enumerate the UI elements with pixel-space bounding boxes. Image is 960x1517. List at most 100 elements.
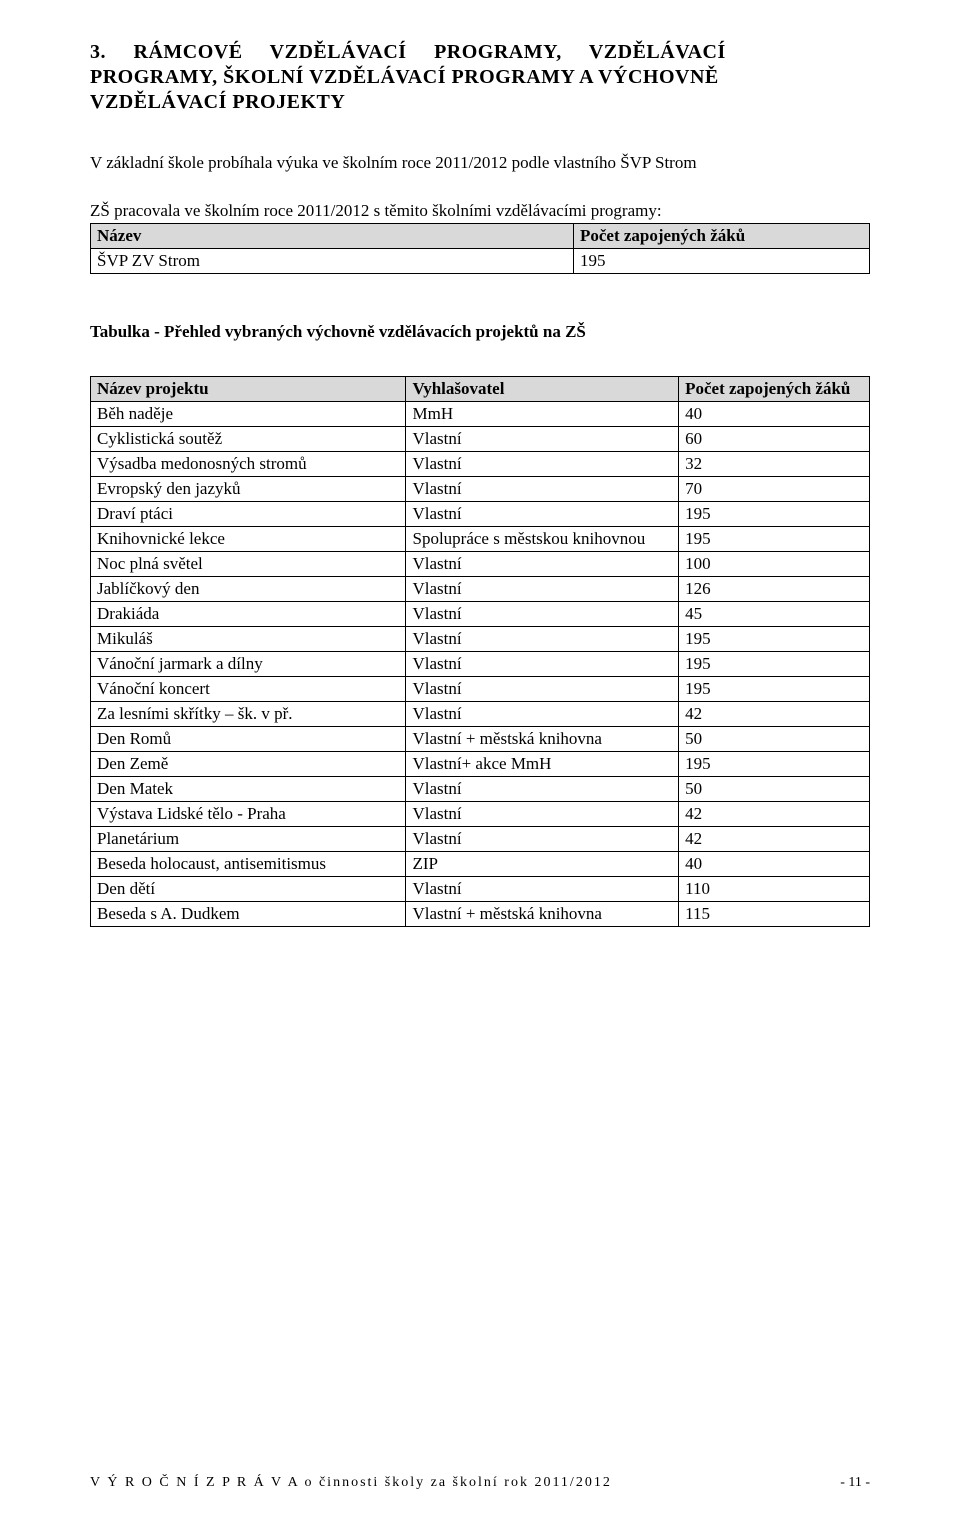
projects-table-cell-organizer: Vlastní [406, 677, 679, 702]
projects-table-cell-count: 40 [679, 402, 870, 427]
projects-table-cell-count: 42 [679, 827, 870, 852]
projects-subheading: Tabulka - Přehled vybraných výchovně vzd… [90, 322, 870, 342]
projects-table-cell-name: Za lesními skřítky – šk. v př. [91, 702, 406, 727]
projects-table-cell-organizer: Vlastní + městská knihovna [406, 727, 679, 752]
projects-table-cell-count: 50 [679, 777, 870, 802]
projects-table-cell-name: Běh naděje [91, 402, 406, 427]
projects-table-header-name: Název projektu [91, 377, 406, 402]
projects-table-cell-name: Draví ptáci [91, 502, 406, 527]
projects-table-cell-name: Cyklistická soutěž [91, 427, 406, 452]
projects-table-cell-name: Den Země [91, 752, 406, 777]
table-row: Běh nadějeMmH40 [91, 402, 870, 427]
projects-table-cell-count: 195 [679, 502, 870, 527]
table-row: Za lesními skřítky – šk. v př.Vlastní42 [91, 702, 870, 727]
projects-table-cell-count: 42 [679, 802, 870, 827]
projects-table-cell-name: Planetárium [91, 827, 406, 852]
projects-table-header-organizer: Vyhlašovatel [406, 377, 679, 402]
projects-table-cell-name: Noc plná světel [91, 552, 406, 577]
table-row: Noc plná světelVlastní100 [91, 552, 870, 577]
heading-line-2: PROGRAMY, ŠKOLNÍ VZDĚLÁVACÍ PROGRAMY A V… [90, 65, 870, 90]
projects-table-cell-organizer: Vlastní [406, 602, 679, 627]
table-row: Cyklistická soutěžVlastní60 [91, 427, 870, 452]
projects-table-cell-count: 195 [679, 652, 870, 677]
programs-table-header-count: Počet zapojených žáků [573, 224, 869, 249]
projects-table-cell-name: Den dětí [91, 877, 406, 902]
table-header-row: Název Počet zapojených žáků [91, 224, 870, 249]
projects-table-cell-count: 195 [679, 527, 870, 552]
projects-table-cell-organizer: Vlastní [406, 577, 679, 602]
table-header-row: Název projektu Vyhlašovatel Počet zapoje… [91, 377, 870, 402]
projects-table-cell-name: Drakiáda [91, 602, 406, 627]
projects-table-cell-name: Den Romů [91, 727, 406, 752]
projects-table-cell-count: 40 [679, 852, 870, 877]
projects-table-cell-organizer: Vlastní+ akce MmH [406, 752, 679, 777]
projects-table-cell-name: Beseda s A. Dudkem [91, 902, 406, 927]
projects-table-cell-name: Vánoční koncert [91, 677, 406, 702]
projects-table-cell-count: 32 [679, 452, 870, 477]
projects-table-cell-count: 195 [679, 677, 870, 702]
table-row: Draví ptáciVlastní195 [91, 502, 870, 527]
table-row: Vánoční koncertVlastní195 [91, 677, 870, 702]
projects-table-cell-count: 60 [679, 427, 870, 452]
projects-table-header-count: Počet zapojených žáků [679, 377, 870, 402]
intro-paragraph-1: V základní škole probíhala výuka ve škol… [90, 153, 870, 173]
projects-table-cell-organizer: Vlastní [406, 702, 679, 727]
table-row: Knihovnické lekceSpolupráce s městskou k… [91, 527, 870, 552]
projects-table-cell-name: Výsadba medonosných stromů [91, 452, 406, 477]
projects-table-cell-organizer: Vlastní [406, 552, 679, 577]
projects-table-cell-count: 115 [679, 902, 870, 927]
projects-table-cell-count: 195 [679, 627, 870, 652]
projects-table-cell-name: Beseda holocaust, antisemitismus [91, 852, 406, 877]
table-row: Vánoční jarmark a dílnyVlastní195 [91, 652, 870, 677]
heading-line-1: 3. RÁMCOVÉ VZDĚLÁVACÍ PROGRAMY, VZDĚLÁVA… [90, 40, 870, 65]
projects-table-cell-organizer: Vlastní [406, 452, 679, 477]
table-row: Evropský den jazykůVlastní70 [91, 477, 870, 502]
table-row: DrakiádaVlastní45 [91, 602, 870, 627]
projects-table-cell-name: Evropský den jazyků [91, 477, 406, 502]
projects-table-cell-count: 195 [679, 752, 870, 777]
programs-table-header-name: Název [91, 224, 574, 249]
projects-table-cell-organizer: Vlastní [406, 427, 679, 452]
page: 3. RÁMCOVÉ VZDĚLÁVACÍ PROGRAMY, VZDĚLÁVA… [0, 0, 960, 1517]
projects-table-cell-name: Mikuláš [91, 627, 406, 652]
projects-table-cell-organizer: ZIP [406, 852, 679, 877]
projects-table-cell-count: 42 [679, 702, 870, 727]
projects-table-cell-organizer: Vlastní [406, 502, 679, 527]
projects-table-cell-name: Den Matek [91, 777, 406, 802]
projects-table-cell-count: 126 [679, 577, 870, 602]
table-row: Beseda holocaust, antisemitismusZIP40 [91, 852, 870, 877]
table-row: MikulášVlastní195 [91, 627, 870, 652]
projects-table-cell-organizer: Vlastní [406, 652, 679, 677]
programs-table-cell-name: ŠVP ZV Strom [91, 249, 574, 274]
programs-table: Název Počet zapojených žáků ŠVP ZV Strom… [90, 223, 870, 274]
heading-line-3: VZDĚLÁVACÍ PROJEKTY [90, 90, 870, 115]
projects-table-cell-organizer: Spolupráce s městskou knihovnou [406, 527, 679, 552]
table-row: Den RomůVlastní + městská knihovna50 [91, 727, 870, 752]
footer-page-number: - 11 - [840, 1475, 870, 1491]
projects-table-cell-count: 50 [679, 727, 870, 752]
projects-table-cell-organizer: MmH [406, 402, 679, 427]
projects-table-cell-count: 100 [679, 552, 870, 577]
projects-table-cell-organizer: Vlastní [406, 477, 679, 502]
projects-table-cell-count: 110 [679, 877, 870, 902]
projects-table: Název projektu Vyhlašovatel Počet zapoje… [90, 376, 870, 927]
intro-paragraph-2: ZŠ pracovala ve školním roce 2011/2012 s… [90, 201, 870, 221]
page-footer: V Ý R O Č N Í Z P R Á V A o činnosti ško… [90, 1475, 870, 1491]
table-row: PlanetáriumVlastní42 [91, 827, 870, 852]
table-row: Den MatekVlastní50 [91, 777, 870, 802]
projects-table-cell-organizer: Vlastní [406, 802, 679, 827]
projects-table-cell-organizer: Vlastní [406, 777, 679, 802]
table-row: Den dětíVlastní110 [91, 877, 870, 902]
section-heading: 3. RÁMCOVÉ VZDĚLÁVACÍ PROGRAMY, VZDĚLÁVA… [90, 40, 870, 115]
table-row: Výstava Lidské tělo - PrahaVlastní42 [91, 802, 870, 827]
projects-table-cell-count: 45 [679, 602, 870, 627]
projects-table-cell-name: Knihovnické lekce [91, 527, 406, 552]
projects-table-cell-organizer: Vlastní [406, 827, 679, 852]
projects-table-cell-organizer: Vlastní [406, 877, 679, 902]
table-row: Výsadba medonosných stromůVlastní32 [91, 452, 870, 477]
table-row: Beseda s A. DudkemVlastní + městská knih… [91, 902, 870, 927]
projects-table-cell-name: Jablíčkový den [91, 577, 406, 602]
projects-table-cell-organizer: Vlastní + městská knihovna [406, 902, 679, 927]
spacer [90, 183, 870, 201]
projects-table-cell-name: Vánoční jarmark a dílny [91, 652, 406, 677]
